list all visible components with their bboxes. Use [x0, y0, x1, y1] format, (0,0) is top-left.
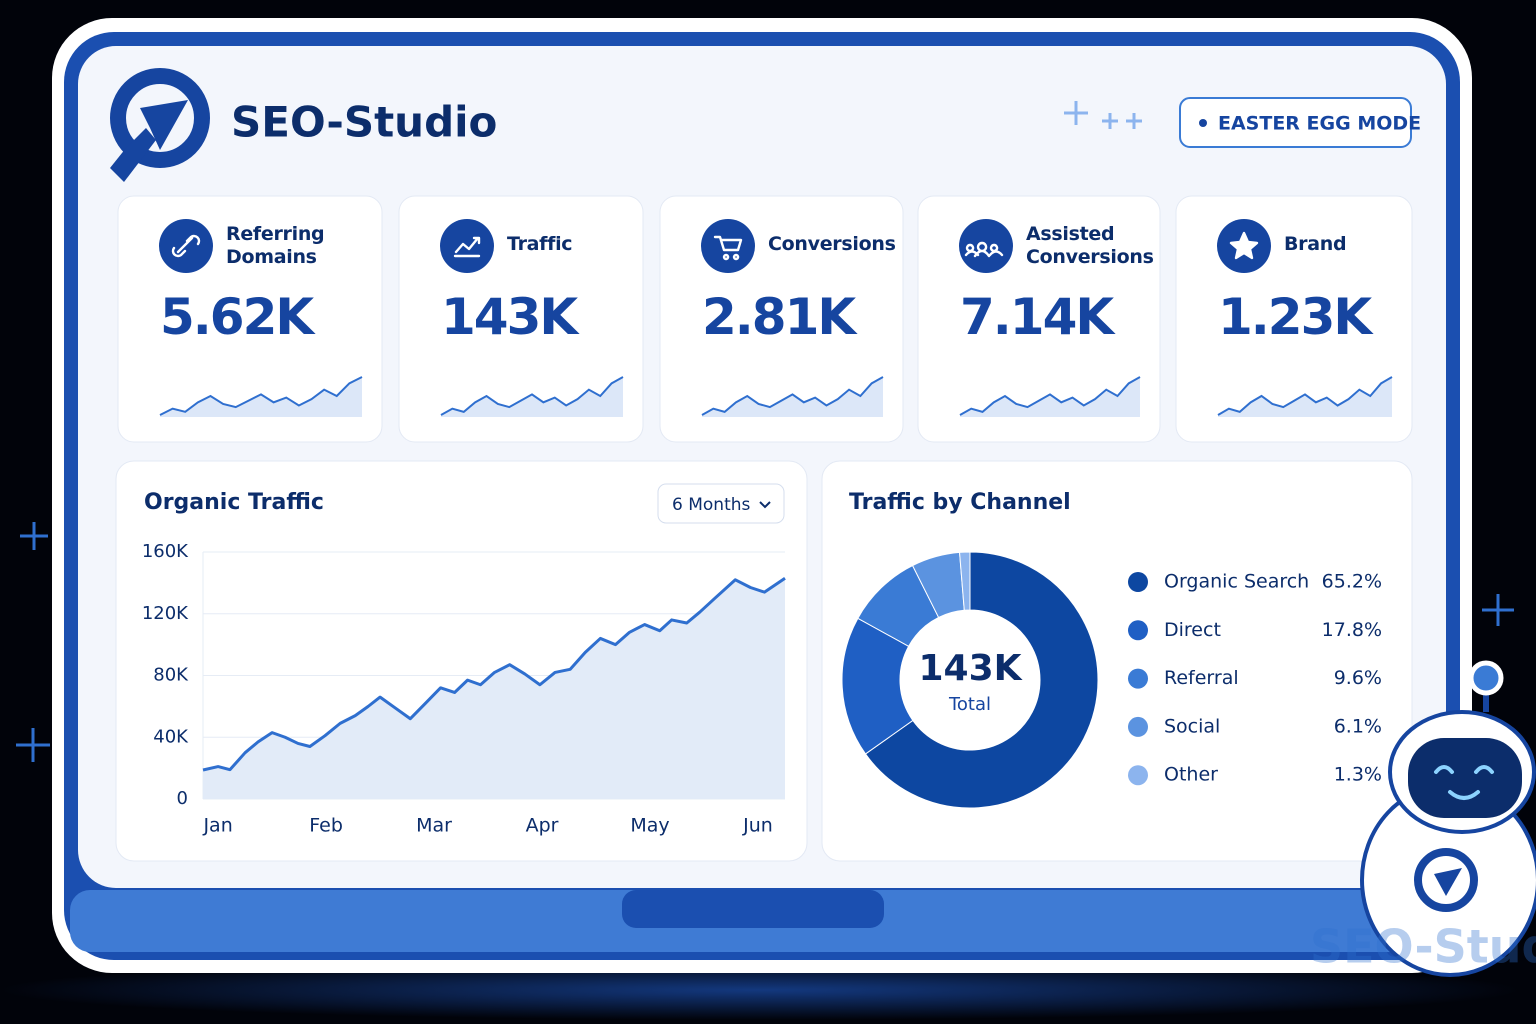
kpi-icon	[701, 219, 755, 273]
x-tick-label: Jun	[742, 815, 773, 837]
donut-slice	[959, 551, 971, 611]
legend-swatch	[1128, 572, 1148, 592]
kpi-label: Referring Domains	[226, 223, 325, 268]
kpi-value: 7.14K	[960, 288, 1114, 346]
legend-value: 9.6%	[1334, 667, 1382, 689]
donut-slice	[864, 551, 1099, 809]
sparkline	[440, 376, 624, 416]
legend-value: 1.3%	[1334, 764, 1382, 786]
x-tick-label: May	[630, 815, 669, 837]
logo	[110, 68, 210, 182]
robot-mascot	[1360, 660, 1536, 977]
sparkline-area	[441, 377, 623, 417]
watermark: SEO-Studio	[1310, 920, 1536, 974]
kpi-icon-glyph	[171, 234, 201, 258]
kpi-label: Brand	[1284, 233, 1347, 255]
y-tick-label: 80K	[153, 665, 189, 686]
donut-center-value: 143K	[918, 648, 1022, 689]
donut-center-label: Total	[948, 694, 991, 715]
y-tick-label: 160K	[142, 541, 189, 562]
area	[203, 578, 785, 799]
button-label[interactable]: EASTER EGG MODE	[1218, 113, 1421, 135]
y-tick-label: 120K	[142, 603, 189, 624]
sparkline	[159, 376, 363, 416]
laptop-notch	[622, 890, 884, 928]
easter-egg-button[interactable]	[1179, 97, 1412, 148]
chart-title: Traffic by Channel	[849, 490, 1071, 515]
kpi-value: 2.81K	[702, 288, 856, 346]
legend-value: 6.1%	[1334, 715, 1382, 737]
legend-swatch	[1128, 765, 1148, 786]
legend-value: 17.8%	[1322, 619, 1382, 641]
kpi-icon-glyph	[713, 235, 743, 261]
sparkline-area	[702, 377, 883, 417]
x-tick-label: Jan	[202, 815, 232, 837]
sparkline-area	[960, 377, 1140, 417]
range-dropdown[interactable]	[657, 483, 785, 524]
sparkline	[959, 376, 1141, 416]
legend-label: Other	[1164, 764, 1218, 786]
kpi-value: 1.23K	[1218, 288, 1372, 346]
sparkle-decor	[1064, 101, 1142, 129]
kpi-label: Assisted Conversions	[1026, 223, 1154, 268]
brand-name: SEO-Studio	[231, 98, 497, 147]
kpi-icon-glyph	[453, 236, 481, 258]
legend-label: Direct	[1164, 619, 1221, 641]
chart-title: Organic Traffic	[144, 490, 324, 515]
dropdown-label[interactable]: 6 Months	[672, 495, 751, 515]
legend-value: 65.2%	[1322, 571, 1382, 593]
line	[202, 577, 786, 772]
floor-glow	[0, 960, 1520, 1020]
sparkline	[1217, 376, 1393, 416]
kpi-label: Traffic	[507, 233, 573, 255]
legend-label: Referral	[1164, 667, 1239, 689]
kpi-icon-glyph	[1229, 231, 1259, 260]
legend-swatch	[1128, 668, 1148, 689]
charts: 0 40K 80K 120K 160K Jan Feb Mar Apr May Jun Organic…	[142, 541, 1382, 837]
y-tick-label: 0	[177, 788, 188, 809]
kpi-icon	[159, 219, 213, 273]
kpi-value: 143K	[441, 288, 578, 346]
dropdown-caret	[759, 501, 771, 509]
legend-swatch	[1128, 716, 1148, 737]
y-tick-label: 40K	[153, 726, 189, 747]
sparkline-area	[1218, 377, 1392, 417]
kpi-icon-glyph	[964, 241, 1004, 258]
button-dot	[1199, 119, 1207, 127]
legend-label: Organic Search	[1164, 571, 1309, 593]
kpi-cards	[117, 195, 1413, 443]
sparkline	[701, 376, 884, 416]
x-tick-label: Feb	[309, 815, 343, 837]
legend-label: Social	[1164, 715, 1220, 737]
sparkline-area	[160, 377, 362, 417]
kpi-label: Conversions	[768, 233, 896, 255]
x-tick-label: Mar	[416, 815, 452, 837]
kpi-value: 5.62K	[160, 288, 314, 346]
side-decor	[16, 522, 1514, 762]
channel-card	[821, 460, 1413, 862]
legend-swatch	[1128, 620, 1148, 641]
x-tick-label: Apr	[526, 815, 559, 837]
